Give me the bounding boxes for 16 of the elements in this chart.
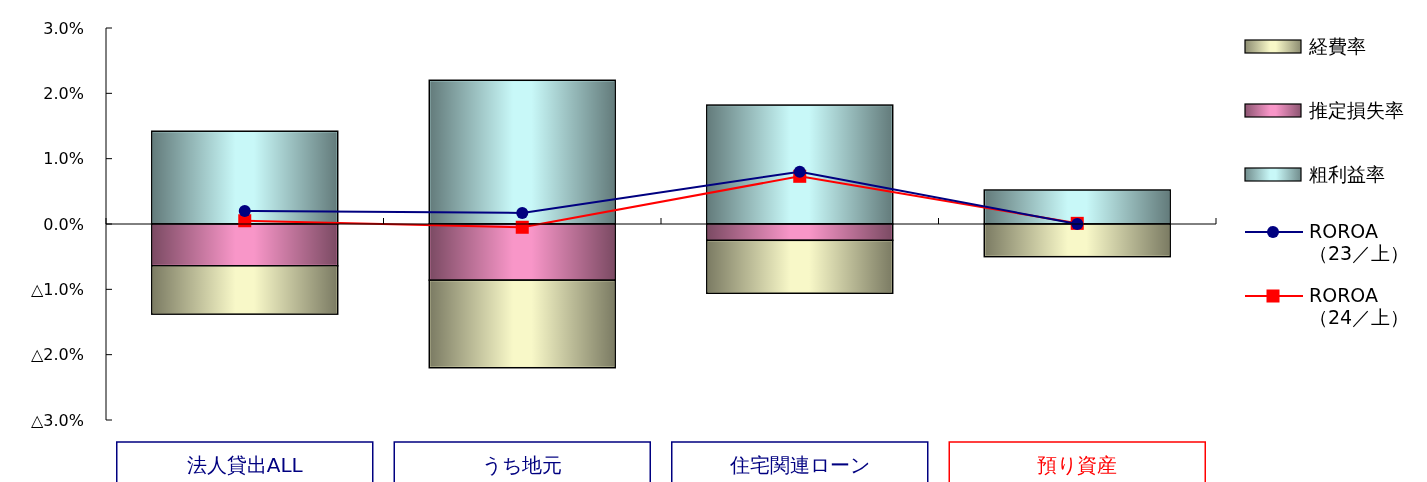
y-tick-label: △2.0% [31, 345, 84, 365]
x-tick-label: うち地元 [482, 453, 563, 477]
y-tick-label: △1.0% [31, 279, 84, 299]
x-tick-label: 法人貸出ALL [186, 453, 304, 477]
y-tick-label: 1.0% [43, 149, 84, 169]
legend-label: 粗利益率 [1309, 163, 1385, 185]
x-tick-label: 預り資産 [1037, 453, 1118, 477]
legend-label: 経費率 [1308, 35, 1366, 57]
x-tick-label: 住宅関連ローン [728, 453, 870, 477]
y-tick-label: 3.0% [43, 18, 84, 38]
legend-label: 推定損失率 [1309, 99, 1404, 121]
legend-label: ROROA（24／上） [1309, 284, 1410, 328]
legend-label: ROROA（23／上） [1309, 220, 1410, 264]
y-tick-label: △3.0% [31, 410, 84, 430]
y-tick-label: 2.0% [43, 83, 84, 103]
y-tick-label: 0.0% [43, 214, 84, 234]
